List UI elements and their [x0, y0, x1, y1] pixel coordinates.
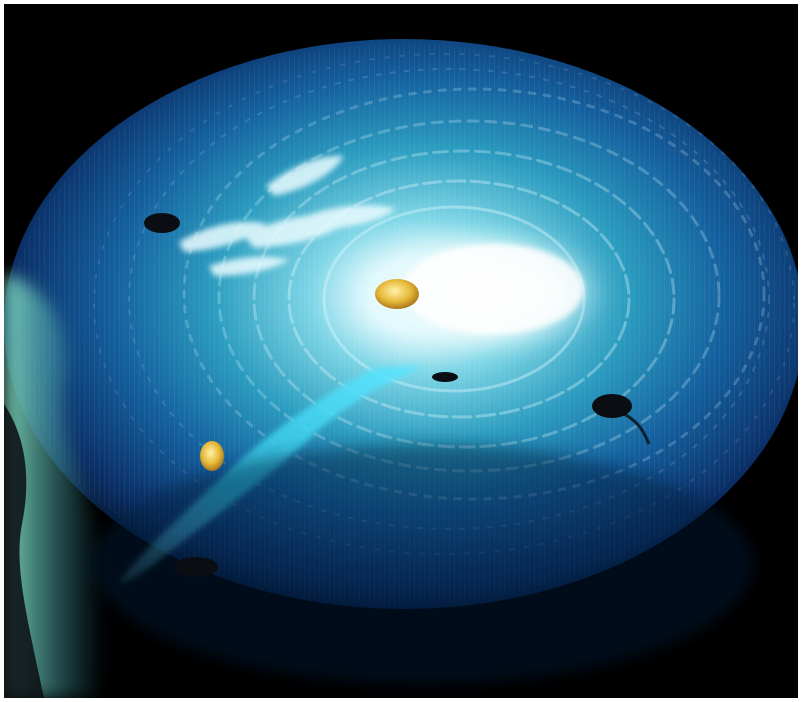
lower-shadow	[94, 444, 754, 684]
vortex-scene	[4, 4, 798, 698]
green-mist	[4, 274, 105, 698]
dark-blob-upper-left	[144, 213, 180, 233]
left-dark-edge	[4, 404, 44, 698]
gold-sphere-center	[375, 279, 419, 309]
dark-blob-center	[432, 372, 458, 382]
gold-sphere-left	[200, 441, 224, 471]
dark-blob-right-trail	[623, 412, 651, 445]
vortex-core-highlight	[404, 244, 584, 334]
cloud-streaks	[179, 155, 396, 276]
dark-blob-right	[592, 394, 632, 418]
dark-blob-lower	[174, 557, 218, 577]
vortex-photo	[4, 4, 798, 698]
